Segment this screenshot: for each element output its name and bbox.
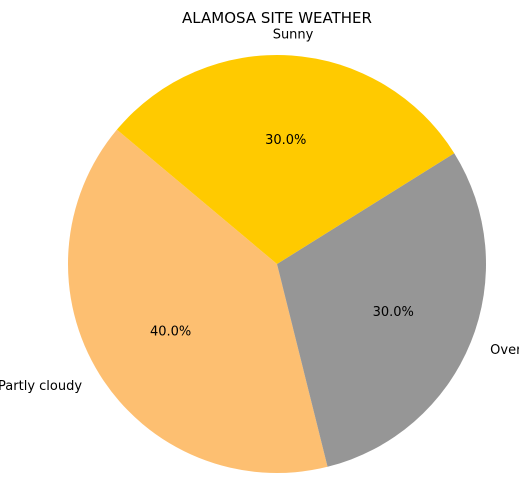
slice-label-partly-cloudy: Partly cloudy bbox=[0, 379, 82, 394]
pie-slices bbox=[68, 55, 486, 473]
slice-percent-partly-cloudy: 40.0% bbox=[150, 324, 191, 339]
chart-title: ALAMOSA SITE WEATHER bbox=[182, 9, 372, 27]
slice-percent-overcast: 30.0% bbox=[373, 305, 414, 320]
pie-slice-sunny bbox=[116, 55, 455, 265]
slice-label-sunny: Sunny bbox=[273, 28, 314, 43]
pie-slice-partly-cloudy bbox=[68, 129, 328, 473]
slice-percent-sunny: 30.0% bbox=[265, 133, 306, 148]
pie-slice-overcast bbox=[277, 153, 486, 467]
pie-labels: Partly cloudy 40.0% Overcast 30.0% Sunny 30.0… bbox=[0, 28, 519, 394]
slice-label-overcast: Overcast bbox=[490, 343, 519, 358]
